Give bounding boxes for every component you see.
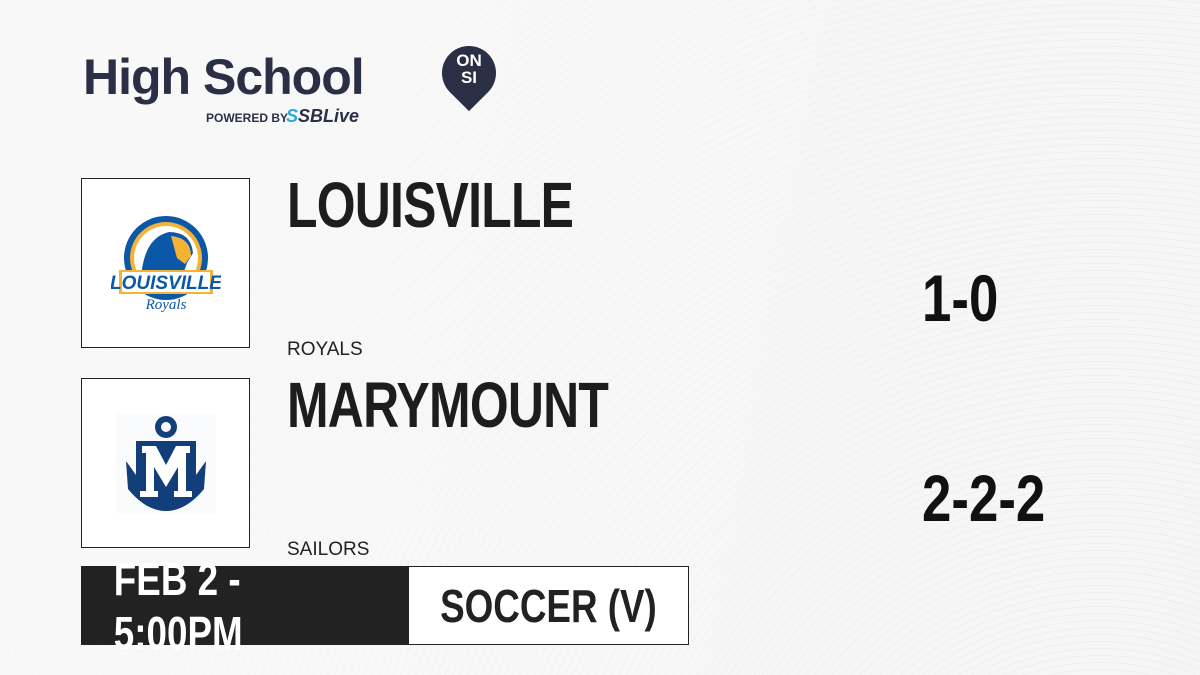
team-name-away: MARYMOUNT — [287, 369, 609, 441]
team-mascot-home: ROYALS — [287, 339, 363, 360]
sblive-logo: SSBLive — [286, 106, 359, 127]
sblive-text: SBLive — [298, 106, 360, 126]
team-record-away: 2-2-2 — [922, 461, 1046, 535]
game-sport: SOCCER (V) — [408, 566, 689, 645]
logo-script: Royals — [144, 297, 186, 313]
team-record-home: 1-0 — [922, 261, 999, 335]
team-logo-marymount — [81, 378, 250, 548]
powered-by: POWERED BY — [206, 111, 289, 125]
badge-bottom: SI — [460, 68, 478, 87]
team-logo-louisville: LOUISVILLE Royals — [81, 178, 250, 348]
logo-wordmark: LOUISVILLE — [111, 273, 221, 294]
team-name-home: LOUISVILLE — [287, 169, 574, 241]
game-datetime: FEB 2 - 5:00PM — [81, 553, 409, 659]
badge-top: ON — [456, 51, 482, 70]
brand-title: High School — [83, 49, 365, 105]
si-badge: ON SI — [442, 52, 496, 86]
game-sport-text: SOCCER (V) — [440, 579, 657, 632]
game-datetime-text: FEB 2 - 5:00PM — [113, 552, 243, 659]
sblive-mark: S — [286, 106, 299, 126]
team-mascot-away: SAILORS — [287, 539, 370, 560]
